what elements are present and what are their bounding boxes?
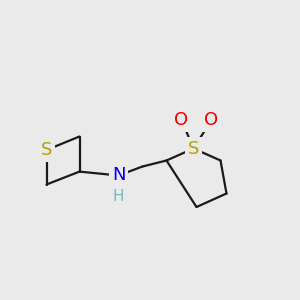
Text: O: O bbox=[204, 111, 219, 129]
Text: S: S bbox=[41, 141, 52, 159]
Text: S: S bbox=[188, 140, 199, 158]
Text: N: N bbox=[112, 167, 125, 184]
Text: O: O bbox=[174, 111, 189, 129]
Text: H: H bbox=[113, 189, 124, 204]
